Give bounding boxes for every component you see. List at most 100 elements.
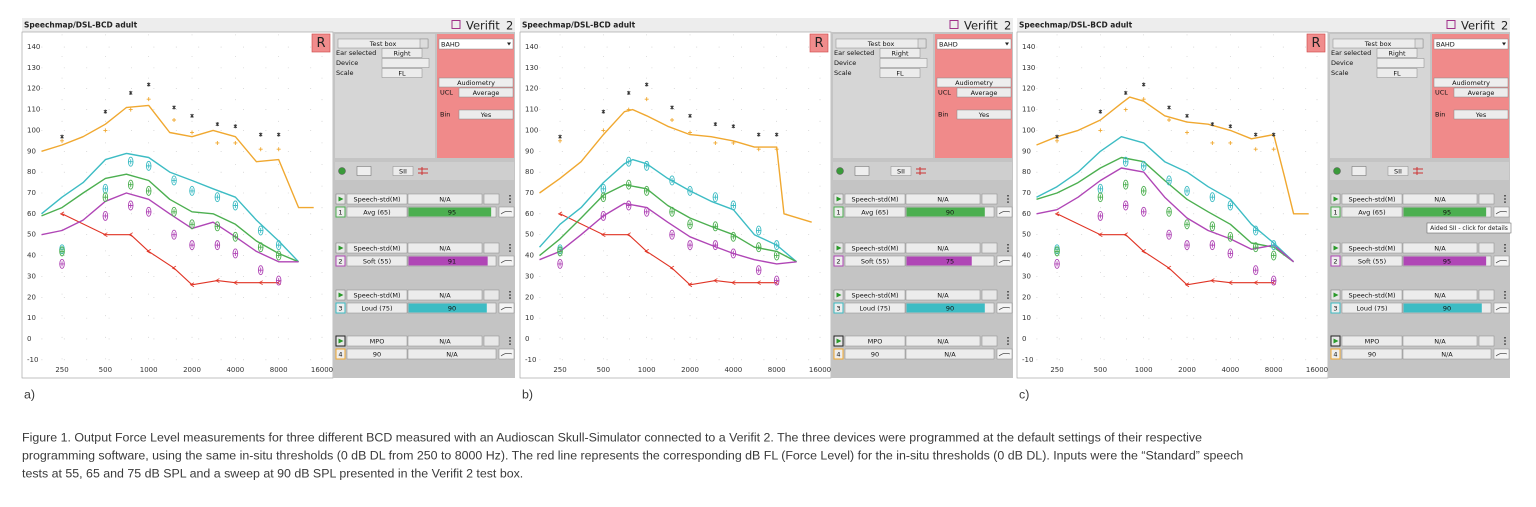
threshold-marker — [774, 280, 779, 286]
threshold-marker — [731, 280, 736, 286]
y-tick-label: 50 — [27, 231, 36, 239]
y-tick-label: 100 — [27, 126, 40, 134]
bin-label: Bin — [440, 111, 450, 119]
target-marker — [102, 183, 109, 194]
panel-label: c) — [1019, 387, 1029, 401]
threshold-line — [61, 213, 279, 286]
curve-label: Loud (75) — [1356, 305, 1387, 313]
sii-bar — [408, 207, 492, 217]
grid-button — [981, 193, 998, 205]
curve-label: 90 — [1368, 351, 1376, 359]
curve-number-box — [335, 348, 346, 360]
curve-icon — [498, 206, 515, 218]
curve-number-box — [335, 255, 346, 267]
ucl-value-box — [1453, 87, 1509, 98]
sii-box — [1402, 348, 1492, 360]
curve-icon — [996, 206, 1013, 218]
target-marker — [625, 156, 632, 167]
ucl-marker — [713, 122, 718, 127]
y-tick-label: 30 — [27, 272, 36, 280]
target-marker — [730, 231, 737, 242]
curve-icon-line — [998, 211, 1011, 215]
ucl-marker — [756, 132, 761, 137]
mpo-target-marker — [1253, 147, 1258, 152]
transducer: BAHD — [1436, 41, 1455, 49]
target-marker — [214, 192, 221, 203]
ucl-marker — [731, 124, 736, 129]
ucl-label: UCL — [440, 89, 453, 97]
ucl-marker — [276, 132, 281, 137]
target-marker — [102, 210, 109, 221]
curve-icon-line — [1495, 211, 1508, 215]
target-marker — [102, 192, 109, 203]
target-marker — [773, 275, 780, 286]
stimulus-box — [844, 335, 906, 347]
curve-icon — [996, 302, 1013, 314]
dropdown-arrow — [1502, 42, 1506, 46]
brand-icon — [451, 20, 461, 29]
ucl-marker — [601, 109, 606, 114]
mpo-target-marker — [146, 97, 151, 102]
mpo-target-marker — [713, 140, 718, 145]
curve-icon — [498, 302, 515, 314]
status: N/A — [439, 338, 451, 346]
mpo-target-marker — [172, 118, 177, 123]
x-tick-label: 2000 — [183, 366, 201, 374]
mpo-target-marker — [1210, 140, 1215, 145]
chart-bg — [21, 31, 334, 379]
target-marker — [1252, 265, 1259, 276]
curve-label: 90 — [871, 351, 879, 359]
transducer: BAHD — [939, 41, 958, 49]
target-marker — [145, 185, 152, 196]
y-tick-label: 10 — [27, 314, 36, 322]
y-tick-label: 110 — [1022, 106, 1035, 114]
chart: -10 0 10 20 30 40 50 60 70 80 90 100 110 120 130 140 250… — [1022, 34, 1328, 374]
ucl-marker — [233, 124, 238, 129]
dropdown-arrow — [507, 42, 511, 46]
target-marker — [669, 229, 675, 240]
ear-value: Right — [393, 50, 411, 58]
grid-button — [483, 193, 500, 205]
target-marker — [1184, 185, 1190, 196]
target-marker — [1097, 192, 1104, 203]
y-tick-label: 110 — [525, 106, 538, 114]
curve-label-box — [346, 302, 408, 314]
play-icon — [338, 196, 344, 202]
stimulus-box — [346, 193, 408, 205]
target-marker — [773, 250, 780, 261]
target-marker — [127, 156, 134, 167]
target-marker — [730, 200, 737, 211]
stimulus: MPO — [868, 338, 883, 346]
scale-value-box — [879, 68, 921, 78]
stimulus: Speech-std(M) — [851, 245, 898, 253]
target-marker — [1252, 242, 1259, 253]
mpo-target-marker — [1228, 140, 1233, 145]
sii-bar — [906, 256, 972, 266]
stimulus-box — [844, 193, 906, 205]
play-icon — [338, 245, 344, 251]
sii-value: N/A — [944, 351, 956, 359]
scale-value: FL — [398, 70, 406, 78]
sii-box — [905, 348, 995, 360]
response-curve — [538, 158, 798, 263]
curve-number: 1 — [836, 209, 840, 217]
curve-label-box — [844, 255, 906, 267]
y-tick-label: 30 — [525, 272, 534, 280]
curve-number-box — [335, 206, 346, 218]
ucl-marker — [1210, 122, 1215, 127]
y-tick-label: 90 — [1022, 147, 1031, 155]
threshold-marker — [713, 278, 718, 283]
badge-bg — [1306, 33, 1326, 53]
curve-label-box — [844, 302, 906, 314]
curve-icon-line — [998, 353, 1011, 357]
status-box — [1402, 193, 1478, 205]
sii-bar — [1403, 207, 1487, 217]
target-marker — [1122, 179, 1129, 190]
ucl-marker — [128, 90, 133, 95]
y-tick-label: 40 — [1022, 252, 1031, 260]
mpo-target-marker — [670, 118, 675, 123]
response-curve — [539, 108, 812, 223]
curve-label: Avg (65) — [1358, 209, 1385, 217]
play-icon — [836, 245, 842, 251]
